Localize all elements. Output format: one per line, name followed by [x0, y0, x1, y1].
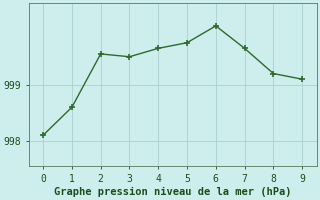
- X-axis label: Graphe pression niveau de la mer (hPa): Graphe pression niveau de la mer (hPa): [54, 186, 292, 197]
